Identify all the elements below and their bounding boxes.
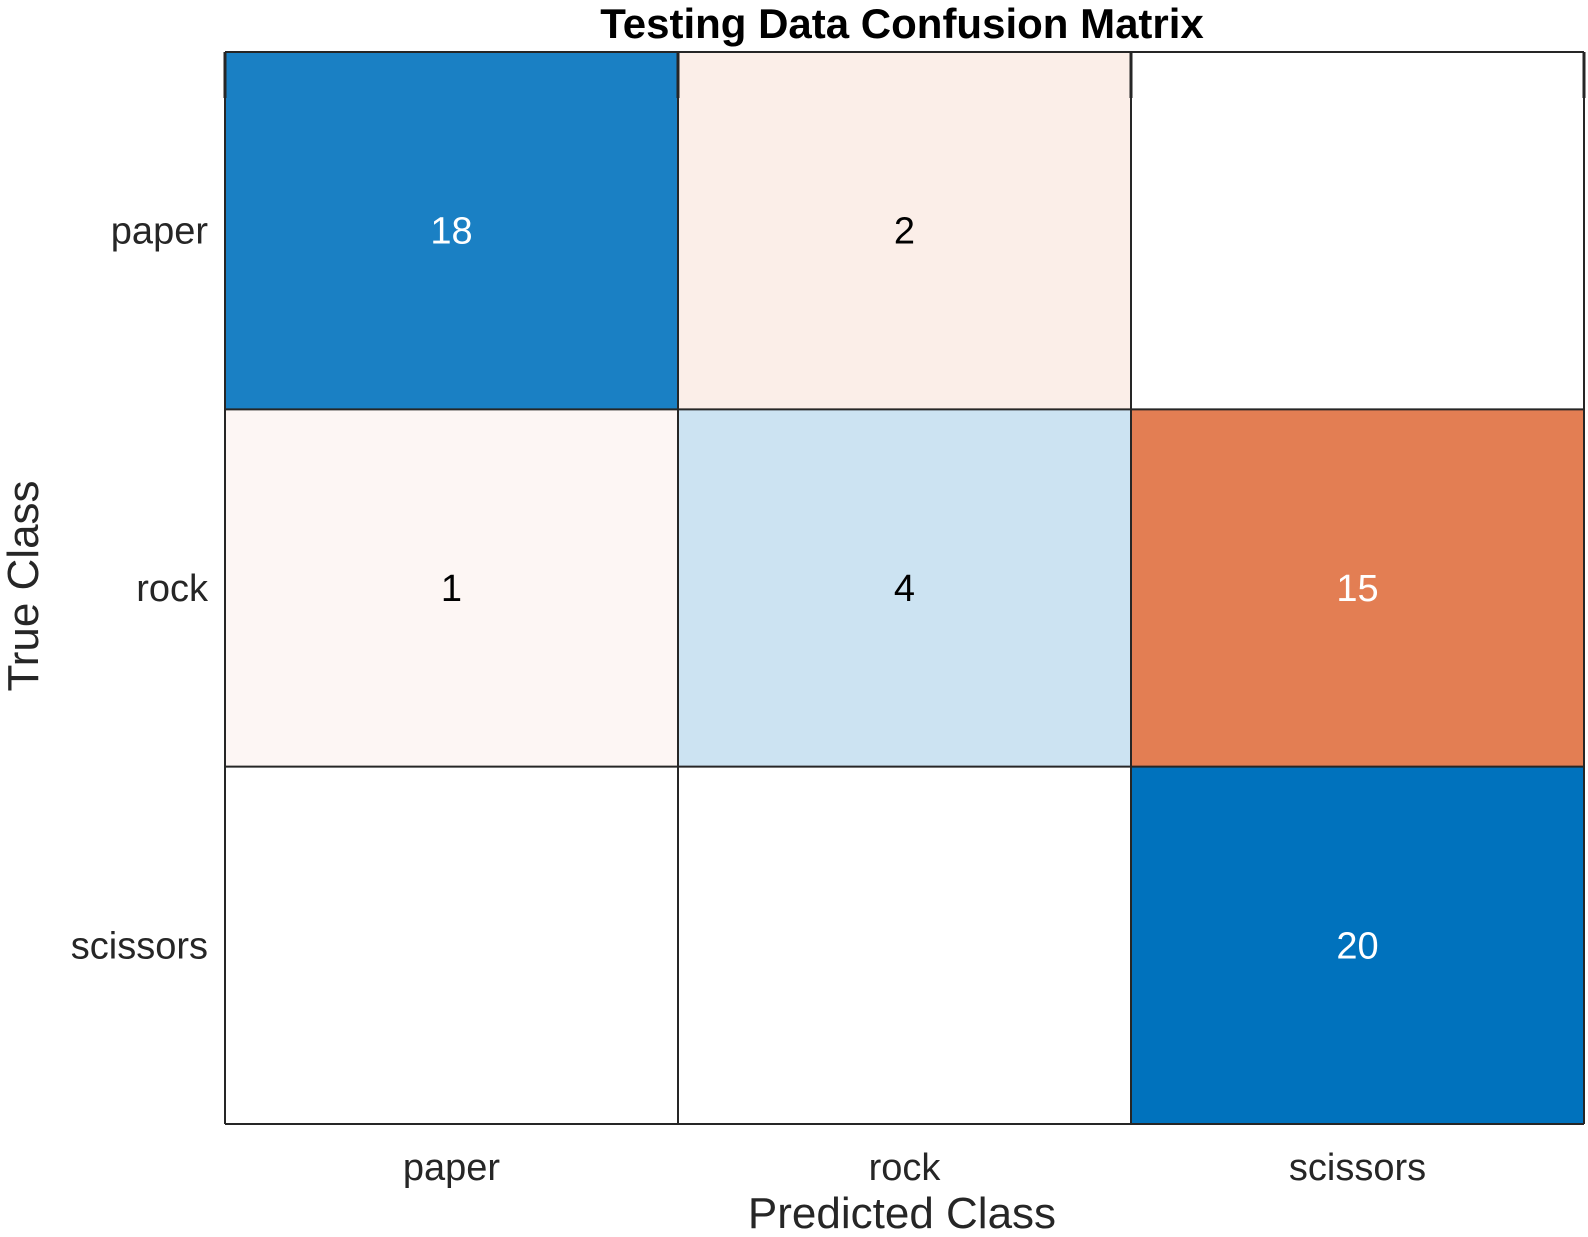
cell-value-rock-paper: 1	[441, 568, 462, 610]
matrix-cells	[225, 52, 1584, 1124]
cell-value-paper-paper: 18	[430, 211, 472, 253]
x-tick-label-paper: paper	[403, 1147, 501, 1189]
x-axis-label: Predicted Class	[748, 1189, 1056, 1237]
matrix-cell-rock-paper	[225, 409, 678, 767]
x-tick-labels: paper rock scissors	[403, 1147, 1426, 1189]
matrix-cell-paper-rock	[678, 52, 1131, 410]
matrix-cell-rock-rock	[678, 409, 1131, 767]
matrix-cell-scissors-paper	[225, 766, 678, 1124]
cell-value-scissors-scissors: 20	[1336, 925, 1378, 967]
x-tick-label-rock: rock	[869, 1147, 942, 1189]
cell-value-rock-rock: 4	[894, 568, 915, 610]
chart-title: Testing Data Confusion Matrix	[600, 0, 1204, 47]
y-tick-label-paper: paper	[111, 211, 209, 253]
y-tick-label-scissors: scissors	[71, 925, 208, 967]
matrix-cell-labels: 18 2 1 4 15 20	[430, 211, 1378, 968]
x-tick-label-scissors: scissors	[1289, 1147, 1426, 1189]
matrix-cell-rock-scissors	[1131, 409, 1584, 767]
cell-value-paper-rock: 2	[894, 211, 915, 253]
matrix-cell-scissors-rock	[678, 766, 1131, 1124]
matrix-cell-paper-paper	[225, 52, 678, 410]
matrix-cell-scissors-scissors	[1131, 766, 1584, 1124]
matrix-cell-paper-scissors	[1131, 52, 1584, 410]
y-axis-label: True Class	[0, 480, 48, 691]
cell-value-rock-scissors: 15	[1336, 568, 1378, 610]
matrix-grid-lines	[223, 51, 1586, 1125]
y-tick-labels: paper rock scissors	[71, 211, 209, 968]
y-tick-label-rock: rock	[136, 568, 209, 610]
